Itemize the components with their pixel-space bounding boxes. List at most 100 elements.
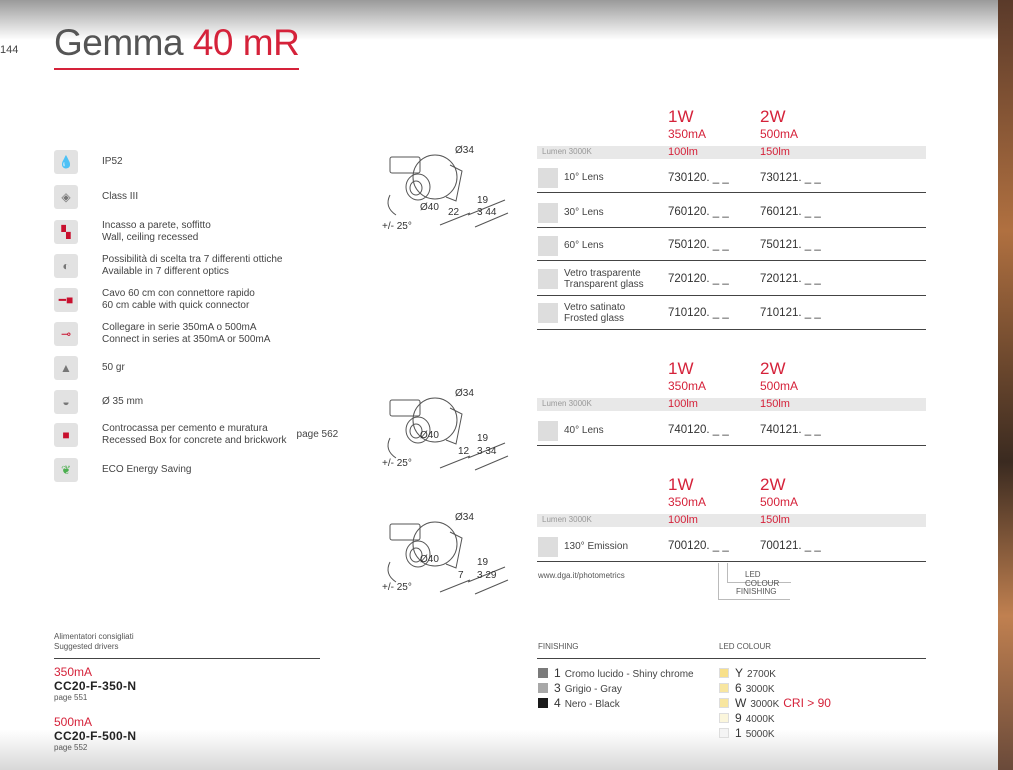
product-code[interactable]: 710120. _ _	[668, 306, 729, 319]
lumen-value: 150lm	[760, 398, 790, 410]
led-colour-label: 2700K	[747, 669, 776, 680]
dimension-label: +/- 25°	[382, 458, 412, 469]
lens-10-icon	[538, 168, 558, 188]
feature-item: ▲ 50 gr	[54, 356, 125, 380]
current-header: 350mA	[668, 379, 707, 393]
product-code[interactable]: 720121. _ _	[760, 272, 821, 285]
product-code[interactable]: 730121. _ _	[760, 171, 821, 184]
diameter-icon: ◒	[54, 390, 78, 414]
row-label: 130° Emission	[564, 541, 628, 552]
row-label: Vetro satinato Frosted glass	[564, 302, 625, 324]
product-code[interactable]: 740121. _ _	[760, 424, 821, 436]
product-code[interactable]: 750121. _ _	[760, 239, 821, 251]
lumen-label: Lumen 3000K	[542, 399, 592, 408]
product-row[interactable]: 40° Lens 740120. _ _ 740121. _ _	[537, 415, 926, 446]
dimension-label: +/- 25°	[382, 221, 412, 232]
row-label: 30° Lens	[564, 207, 604, 218]
row-label-line: Vetro trasparente	[564, 268, 641, 279]
current-header: 500mA	[760, 127, 799, 141]
feature-item: ━■ Cavo 60 cm con connettore rapido 60 cm …	[54, 288, 255, 312]
product-code[interactable]: 730120. _ _	[668, 171, 729, 184]
lumen-label: Lumen 3000K	[542, 515, 592, 524]
driver-model[interactable]: CC20-F-350-N	[54, 679, 137, 693]
dimension-label: 19	[477, 433, 489, 444]
row-label: Vetro trasparente Transparent glass	[564, 268, 644, 290]
product-table: 1W 350mA 2W 500mA Lumen 3000K 100lm 150lm 40° L…	[537, 359, 926, 446]
row-label: 60° Lens	[564, 240, 604, 251]
feature-line: Possibilità di scelta tra 7 differenti o…	[102, 254, 283, 265]
led-colour-code: Y	[735, 666, 744, 680]
finishing-item: 1 Cromo lucido - Shiny chrome	[538, 666, 694, 681]
product-row[interactable]: 10° Lens 730120. _ _ 730121. _ _	[537, 163, 926, 193]
product-row[interactable]: 60° Lens 750120. _ _ 750121. _ _	[537, 230, 926, 261]
feature-item: ◐ Possibilità di scelta tra 7 differenti …	[54, 254, 282, 278]
product-code[interactable]: 740120. _ _	[668, 424, 729, 436]
product-code[interactable]: 700121. _ _	[760, 540, 821, 552]
code-key: LED COLOUR FINISHING	[718, 563, 791, 600]
row-label-line: 10° Lens	[564, 172, 604, 183]
dimension-label: 3 34	[477, 446, 497, 457]
drivers-title-it: Alimentatori consigliati	[54, 632, 134, 641]
luminaire-drawing: Ø34 Ø40 22 19 3 44 +/- 25°	[380, 145, 510, 235]
feature-item: ◈ Class III	[54, 185, 138, 209]
product-code[interactable]: 720120. _ _	[668, 272, 729, 285]
feature-line: IP52	[102, 156, 123, 167]
feature-line: 50 gr	[102, 362, 125, 373]
feature-line: Collegare in serie 350mA o 500mA	[102, 322, 257, 333]
power-header: 1W	[668, 359, 694, 378]
finishing-swatch	[538, 683, 548, 693]
finishing-item: 3 Grigio - Gray	[538, 681, 622, 696]
feature-text: Class III	[102, 191, 138, 203]
feature-line: Ø 35 mm	[102, 396, 144, 407]
product-code[interactable]: 710121. _ _	[760, 306, 821, 319]
power-header: 2W	[760, 107, 786, 126]
feature-page-ref[interactable]: page 562	[296, 429, 339, 440]
product-code[interactable]: 700120. _ _	[668, 540, 729, 552]
lumen-value: 100lm	[668, 514, 698, 526]
led-colour-swatch	[719, 683, 729, 693]
finishing-code: 1	[554, 666, 561, 680]
product-table: 1W 350mA 2W 500mA Lumen 3000K 100lm 150lm 130° …	[537, 475, 926, 562]
driver-page-ref[interactable]: page 551	[54, 693, 88, 702]
product-row[interactable]: 30° Lens 760120. _ _ 760121. _ _	[537, 197, 926, 228]
lumen-value: 100lm	[668, 398, 698, 410]
code-key-led-colour: LED COLOUR	[727, 563, 791, 588]
row-label-line: 30° Lens	[564, 206, 604, 218]
legend-divider	[537, 658, 926, 659]
photometrics-link[interactable]: www.dga.it/photometrics	[538, 571, 625, 580]
product-code[interactable]: 760121. _ _	[760, 206, 821, 218]
dimension-label: Ø34	[455, 388, 474, 399]
led-colour-code: W	[735, 696, 747, 710]
product-row[interactable]: 130° Emission 700120. _ _ 700121. _ _	[537, 531, 926, 562]
product-code[interactable]: 750120. _ _	[668, 239, 729, 251]
product-code[interactable]: 760120. _ _	[668, 206, 729, 218]
finishing-label: Cromo lucido - Shiny chrome	[564, 669, 694, 680]
feature-line: Controcassa per cemento e muratura	[102, 423, 268, 434]
driver-item: 500mA CC20-F-500-N page 552	[54, 715, 136, 752]
weight-icon: ▲	[54, 356, 78, 380]
lumen-row: Lumen 3000K 100lm 150lm	[537, 146, 926, 159]
dimension-label: Ø40	[420, 430, 439, 441]
luminaire-drawing: Ø34 Ø40 7 19 3 29 +/- 25°	[380, 512, 510, 602]
drivers-divider	[54, 658, 320, 659]
feature-text: Collegare in serie 350mA o 500mA Connect …	[102, 322, 270, 346]
lens-30-icon	[538, 202, 558, 223]
driver-page-ref[interactable]: page 552	[54, 743, 88, 752]
finishing-code: 3	[554, 681, 561, 695]
driver-model[interactable]: CC20-F-500-N	[54, 729, 137, 743]
dimension-label: Ø40	[420, 554, 439, 565]
product-row[interactable]: Vetro trasparente Transparent glass 720120…	[537, 262, 926, 296]
finishing-label: Grigio - Gray	[564, 684, 622, 695]
power-header: 2W	[760, 475, 786, 494]
current-header: 500mA	[760, 379, 799, 393]
transparent-glass-icon	[538, 269, 558, 289]
led-colour-item: Y 2700K	[719, 666, 776, 681]
led-colour-label: 5000K	[745, 729, 775, 740]
product-row[interactable]: Vetro satinato Frosted glass 710120. _ _ 71…	[537, 296, 926, 330]
page-number: 144	[0, 44, 19, 56]
current-header: 350mA	[668, 495, 707, 509]
led-colour-swatch	[719, 668, 729, 678]
feature-line: ECO Energy Saving	[102, 464, 192, 475]
led-colour-code: 9	[735, 711, 742, 725]
led-colour-swatch	[719, 698, 729, 708]
